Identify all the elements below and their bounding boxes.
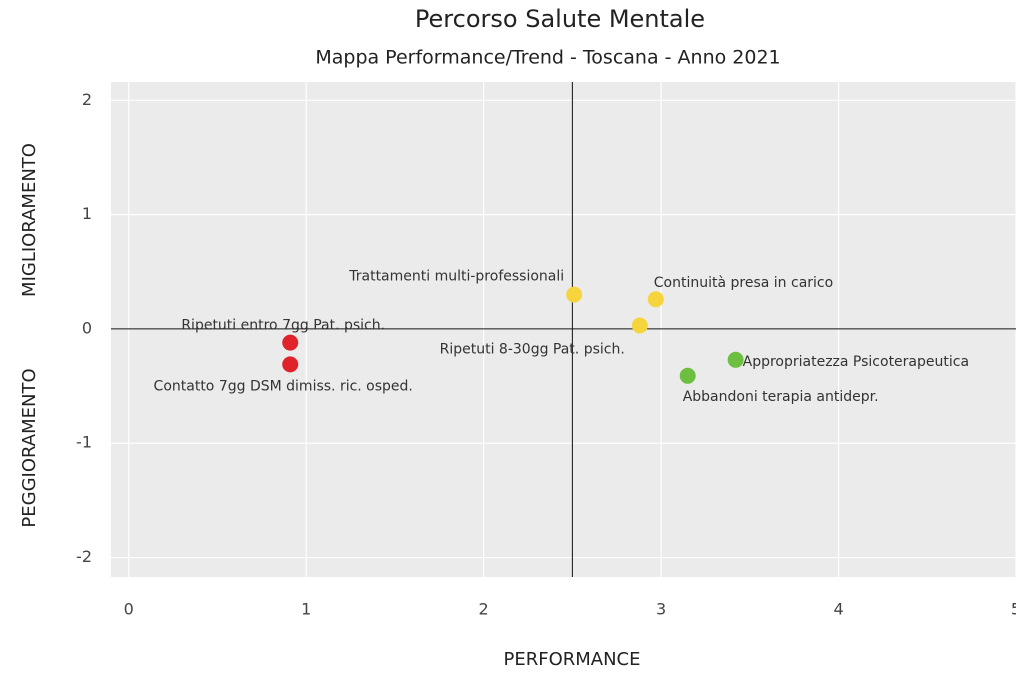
y-axis-title-top: MIGLIORAMENTO (19, 143, 40, 297)
point (282, 356, 299, 373)
point (647, 291, 664, 308)
y-tick-label: 2 (82, 90, 92, 109)
point (679, 367, 696, 384)
point (631, 317, 648, 334)
point-label: Ripetuti entro 7gg Pat. psich. (181, 318, 385, 334)
point-label: Appropriatezza Psicoterapeutica (743, 354, 969, 370)
x-tick-label: 1 (301, 600, 311, 619)
x-tick-label: 5 (1011, 600, 1016, 619)
point-label: Ripetuti 8-30gg Pat. psich. (440, 341, 625, 357)
y-tick-label: -1 (76, 433, 92, 452)
point (727, 351, 744, 368)
point (566, 286, 583, 303)
y-axis-title-bottom: PEGGIORAMENTO (19, 368, 40, 527)
point-label: Abbandoni terapia antidepr. (683, 389, 879, 405)
y-tick-label: 1 (82, 204, 92, 223)
y-tick-label: 0 (82, 318, 92, 337)
y-tick-label: -2 (76, 547, 92, 566)
x-tick-label: 3 (656, 600, 666, 619)
x-tick-label: 4 (833, 600, 843, 619)
point-label: Continuità presa in carico (654, 275, 833, 291)
point (282, 334, 299, 351)
chart-subtitle: Mappa Performance/Trend - Toscana - Anno… (315, 47, 780, 69)
x-tick-label: 2 (479, 600, 489, 619)
chart-title: Percorso Salute Mentale (415, 5, 705, 33)
x-tick-label: 0 (124, 600, 134, 619)
point-label: Contatto 7gg DSM dimiss. ric. osped. (154, 378, 413, 394)
x-axis-title: PERFORMANCE (503, 649, 640, 670)
point-label: Trattamenti multi-professionali (348, 269, 564, 285)
